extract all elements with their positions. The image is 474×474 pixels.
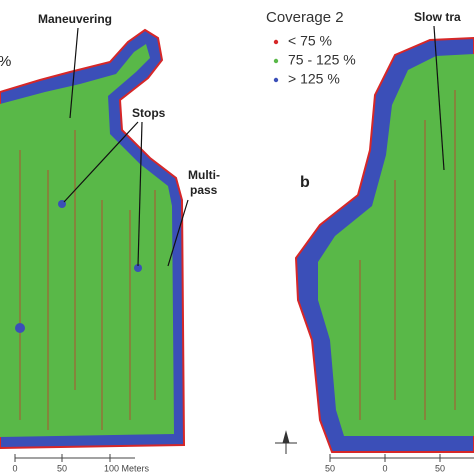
scale-label: 100 Meters xyxy=(104,463,150,473)
field-a-streaks xyxy=(19,130,156,430)
field-a-interior xyxy=(0,44,174,437)
annotation: Multi- xyxy=(188,168,220,182)
scale-label: 0 xyxy=(382,463,387,473)
leader-lines xyxy=(63,25,445,267)
north-arrow xyxy=(275,430,297,454)
field-b-streaks xyxy=(359,90,456,420)
legend-swatch xyxy=(273,58,279,64)
field-b-interior xyxy=(318,54,474,436)
scale-bar xyxy=(14,454,474,462)
legend-label: < 75 % xyxy=(288,33,332,49)
annotation: pass xyxy=(190,183,218,197)
annotation: Stops xyxy=(132,106,166,120)
field-a-stops xyxy=(15,200,142,333)
legend-title: Coverage 2 xyxy=(266,9,344,26)
annotation: Maneuvering xyxy=(38,12,112,26)
legend-label: > 125 % xyxy=(288,71,340,87)
scale-label: 50 xyxy=(325,463,335,473)
scale-label: 50 xyxy=(435,463,445,473)
legend-swatch xyxy=(273,77,279,83)
panel-a-partial-label: % xyxy=(0,53,11,70)
panel-label: b xyxy=(300,174,310,191)
legend-swatch xyxy=(273,39,279,45)
scale-label: 0 xyxy=(12,463,17,473)
legend-label: 75 - 125 % xyxy=(288,52,356,68)
legend: < 75 % 75 - 125 % > 125 % xyxy=(273,33,356,87)
scale-label: 50 xyxy=(57,463,67,473)
annotation: Slow tra xyxy=(414,10,461,24)
